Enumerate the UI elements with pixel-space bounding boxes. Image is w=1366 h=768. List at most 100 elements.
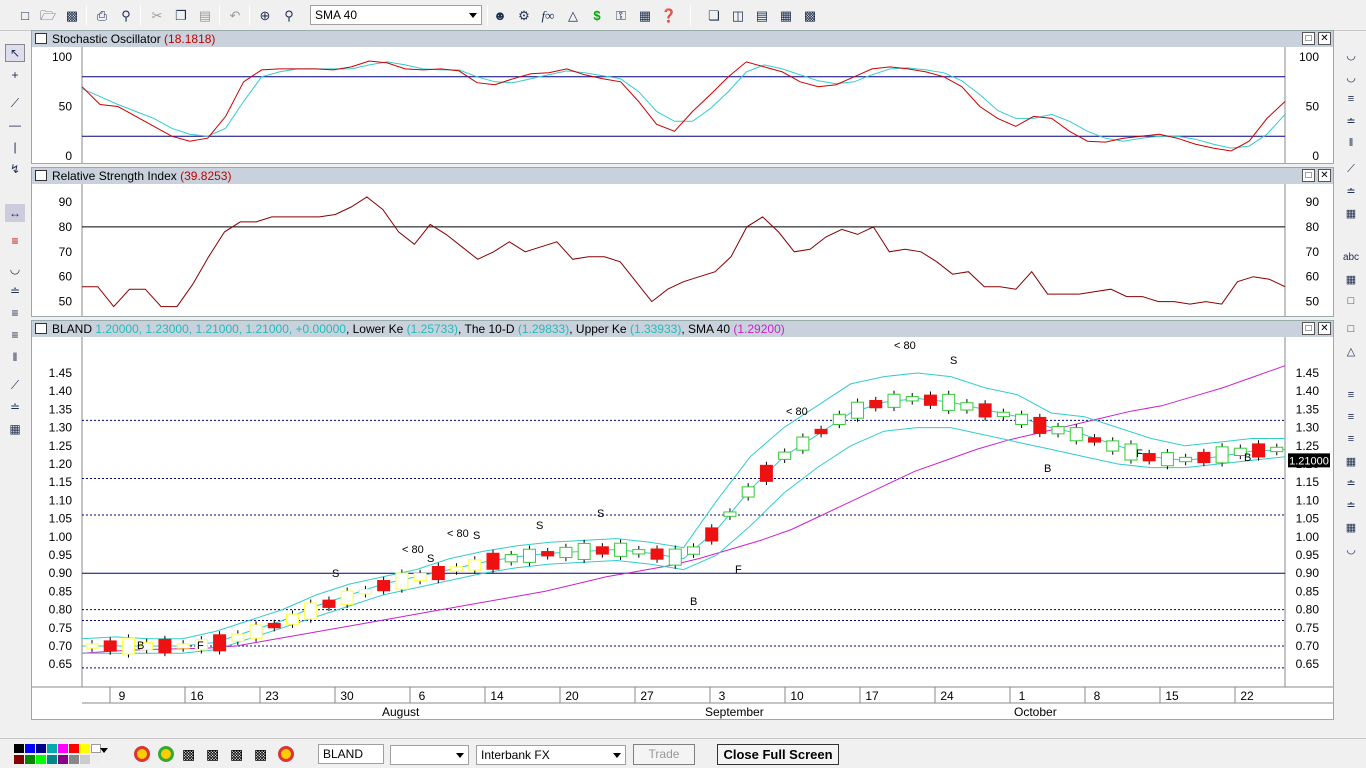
scroll-tool-icon[interactable]: ↔ <box>5 204 25 222</box>
speed-lines-tool-icon[interactable]: ≐ <box>9 400 21 414</box>
arc-tool-2-icon[interactable]: ◡ <box>1346 71 1356 84</box>
expert-icon[interactable]: ☻ <box>493 7 507 23</box>
line-chart-icon[interactable]: ▩ <box>230 746 244 762</box>
fib-fan-tool-icon[interactable]: ≐ <box>1346 115 1356 128</box>
pointer-tool-icon[interactable]: ↖ <box>5 44 25 62</box>
diagonal-tool-icon[interactable]: ⟋ <box>1347 162 1355 175</box>
pane-menu-icon[interactable] <box>35 33 47 44</box>
andrews-pitchfork-icon[interactable]: ≡ <box>1347 389 1355 401</box>
y-tick-label: 0.75 <box>49 621 73 635</box>
paste-icon[interactable]: ▤ <box>198 7 212 23</box>
triangle-tool-icon[interactable]: △ <box>1346 345 1356 358</box>
line-tool-icon[interactable]: ⟋ <box>10 377 20 392</box>
rsi-title-bar: Relative Strength Index (39.8253) <box>32 168 1333 184</box>
candle <box>851 401 865 419</box>
candle <box>887 393 901 408</box>
crosshair-tool-icon[interactable]: + <box>11 68 19 82</box>
undo-icon[interactable]: ↶ <box>229 7 241 23</box>
chart-style-icon[interactable] <box>134 746 150 762</box>
maximize-icon[interactable]: □ <box>1302 169 1315 182</box>
window-tool-icon[interactable]: □ <box>1347 295 1355 307</box>
y-tick-label-right: 0.85 <box>1296 584 1320 598</box>
circle-tool-icon[interactable]: ◡ <box>1346 49 1356 62</box>
copy-icon[interactable]: ❐ <box>175 7 187 23</box>
close-icon[interactable]: ✕ <box>1318 322 1331 335</box>
fan-tool-icon[interactable]: ≐ <box>9 284 21 298</box>
maximize-icon[interactable]: □ <box>1302 322 1315 335</box>
text-tool-icon[interactable]: abc <box>1342 251 1360 263</box>
candle <box>632 549 646 555</box>
regression-tool-icon[interactable]: ≡ <box>11 328 19 342</box>
fib-retracement-tool-icon[interactable]: ≡ <box>11 306 19 320</box>
new-file-icon[interactable]: □ <box>21 7 29 23</box>
maximize-icon[interactable]: □ <box>1302 32 1315 45</box>
timeframe-select[interactable] <box>390 745 469 765</box>
tile-horizontal-icon[interactable]: ▤ <box>755 7 769 23</box>
ray-tool-icon[interactable]: ↯ <box>9 162 21 176</box>
upper-band-line <box>81 372 1285 640</box>
browser-icon[interactable] <box>278 746 294 762</box>
open-folder-icon[interactable]: 🗁 <box>39 7 57 23</box>
trade-button[interactable]: Trade <box>633 744 695 765</box>
print-icon[interactable]: ⎙ <box>96 7 108 23</box>
lines-tool-icon[interactable]: ≡ <box>1347 93 1355 105</box>
cross-grid-icon[interactable]: ▦ <box>1345 455 1357 468</box>
explorer-icon[interactable]: △ <box>568 7 578 23</box>
close-full-screen-button[interactable]: Close Full Screen <box>717 744 839 765</box>
time-zones-tool-icon[interactable]: ‖ <box>1348 137 1354 149</box>
cut-icon[interactable]: ✂ <box>151 7 163 23</box>
price-pane: BLAND 1.20000, 1.23000, 1.21000, 1.21000… <box>31 320 1334 720</box>
parallel-lines-icon[interactable]: ≡ <box>1347 411 1355 423</box>
dollar-icon[interactable]: $ <box>593 7 601 23</box>
symbol-field[interactable]: BLAND <box>318 744 384 764</box>
binoculars-icon[interactable]: ⚿ <box>616 7 626 23</box>
y-tick-label-right: 100 <box>1299 50 1319 64</box>
vertical-line-tool-icon[interactable]: | <box>13 140 17 154</box>
close-icon[interactable]: ✕ <box>1318 32 1331 45</box>
ellipse-tool-icon[interactable]: ◡ <box>1346 543 1356 556</box>
rectangle-tool-icon[interactable]: □ <box>1347 323 1355 335</box>
horizontal-line-tool-icon[interactable]: — <box>9 118 21 132</box>
color-palette[interactable] <box>14 744 101 764</box>
palette-chevron-down-icon[interactable] <box>100 748 108 753</box>
candles-icon[interactable]: ▩ <box>206 746 220 762</box>
save-icon[interactable]: ▩ <box>65 7 79 23</box>
cascade-windows-icon[interactable]: ❏ <box>708 7 720 23</box>
layout-icon[interactable]: ▩ <box>803 7 817 23</box>
tile-vertical-icon[interactable]: ◫ <box>731 7 745 23</box>
channel-tool-icon[interactable]: ≡ <box>11 234 19 248</box>
chart-style-2-icon[interactable] <box>158 746 174 762</box>
y-tick-label: 1.00 <box>49 530 73 544</box>
zoom-icon[interactable]: ⚲ <box>284 7 294 23</box>
close-icon[interactable]: ✕ <box>1318 169 1331 182</box>
grid-tool-icon[interactable]: ▦ <box>9 422 21 436</box>
function-icon[interactable]: f∞ <box>541 7 555 23</box>
right-toolbar: ◡ ◡ ≡ ≐ ‖ ⟋ ≐ ▦ abc ▦ □ □ △ ≡ ≡ ≡ ▦ ≐ ≐ … <box>1338 40 1366 740</box>
candle <box>541 551 555 557</box>
bars-icon[interactable]: ▩ <box>182 746 196 762</box>
tile-grid-icon[interactable]: ▦ <box>779 7 793 23</box>
arc-tool-icon[interactable]: ◡ <box>9 262 21 276</box>
candle <box>249 624 263 639</box>
help-icon[interactable]: ❓ <box>660 7 678 23</box>
quadrant-lines-icon[interactable]: ≡ <box>1347 433 1355 445</box>
fib-arcs-icon[interactable]: ≐ <box>1346 499 1356 512</box>
speed-resistance-icon[interactable]: ≐ <box>1346 477 1356 490</box>
candle <box>158 638 172 654</box>
pane-menu-icon[interactable] <box>35 323 47 334</box>
y-tick-label: 1.20 <box>49 457 73 471</box>
cycle-lines-tool-icon[interactable]: ‖ <box>12 350 18 364</box>
indicator-select[interactable]: SMA 40 <box>310 5 482 25</box>
pane-menu-icon[interactable] <box>35 170 47 181</box>
trendline-tool-icon[interactable]: ⟋ <box>10 95 20 110</box>
indicator-builder-icon[interactable]: ⚙ <box>518 7 530 23</box>
calculator-icon[interactable]: ▦ <box>638 7 652 23</box>
hatch-icon[interactable]: ▦ <box>1345 521 1357 534</box>
refresh-icon[interactable]: ▩ <box>254 746 268 762</box>
print-preview-icon[interactable]: ⚲ <box>121 7 131 23</box>
crosshair-icon[interactable]: ⊕ <box>259 7 271 23</box>
gann-fan-tool-icon[interactable]: ≐ <box>1346 185 1356 198</box>
table-tool-icon[interactable]: ▦ <box>1345 273 1357 286</box>
feed-select[interactable]: Interbank FX <box>476 745 626 765</box>
pattern-grid-icon[interactable]: ▦ <box>1345 207 1357 220</box>
